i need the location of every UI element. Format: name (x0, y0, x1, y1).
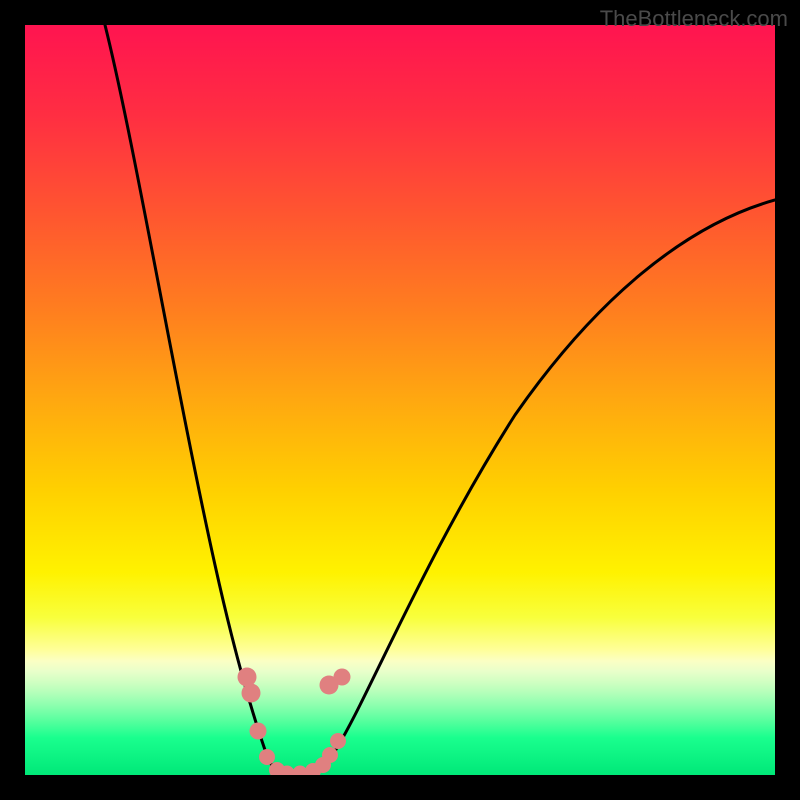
curve-left-descent (105, 25, 280, 775)
watermark-text: TheBottleneck.com (600, 6, 788, 32)
curve-right-ascent (315, 200, 775, 775)
data-marker (250, 723, 267, 740)
data-marker (322, 747, 338, 763)
chart-container (25, 25, 775, 775)
data-marker (334, 669, 351, 686)
data-marker (330, 733, 346, 749)
data-marker (259, 749, 275, 765)
curve-layer (25, 25, 775, 775)
data-marker (242, 684, 261, 703)
data-marker (238, 668, 257, 687)
